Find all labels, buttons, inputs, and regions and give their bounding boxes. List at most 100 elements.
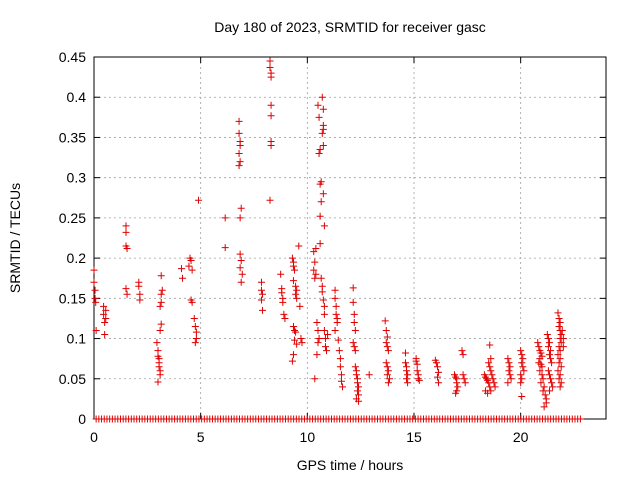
data-point [458,347,466,355]
data-point [191,339,199,347]
data-point [557,363,565,371]
data-point [545,371,553,379]
data-point [277,270,285,278]
data-point [486,363,494,371]
data-point [154,378,162,386]
data-point [298,339,306,347]
data-point [320,302,328,310]
data-point [221,214,229,222]
data-point [334,336,342,344]
data-point [101,331,109,339]
data-point [238,270,246,278]
data-point [122,222,130,230]
y-tick-label: 0.35 [59,129,86,145]
data-point [156,302,164,310]
data-point [235,150,243,158]
data-point [92,298,100,306]
data-point [335,347,343,355]
data-point [536,367,544,375]
data-point [318,288,326,296]
data-point [351,363,359,371]
data-point [319,296,327,304]
data-point [487,355,495,363]
data-point [293,294,301,302]
data-point [453,379,461,387]
data-point [535,343,543,351]
data-point [318,129,326,137]
data-point [187,257,195,265]
data-point [314,339,322,347]
data-point [435,379,443,387]
data-point [289,277,297,285]
data-point [549,383,557,391]
data-point [92,327,100,335]
data-point [333,318,341,326]
data-point [319,125,327,133]
data-point [540,403,548,411]
data-point [536,355,544,363]
data-point [323,347,331,355]
data-point [548,359,556,367]
data-point [403,375,411,383]
data-point [382,339,390,347]
data-point [312,270,320,278]
y-tick-label: 0.45 [59,49,86,65]
data-point [136,296,144,304]
data-point [316,240,324,248]
data-point [504,379,512,387]
data-point [336,355,344,363]
data-point [459,351,467,359]
data-point [554,351,562,359]
data-point [195,196,203,204]
data-point [350,343,358,351]
data-point [413,367,421,375]
data-point [383,363,391,371]
data-point [311,274,319,282]
data-point [289,262,297,270]
data-point [547,347,555,355]
data-point [381,317,389,325]
data-point [547,355,555,363]
data-point [517,371,525,379]
data-points [90,57,584,423]
x-tick-label: 5 [197,429,205,445]
data-point [559,335,567,343]
x-tick-label: 15 [406,429,422,445]
data-point [102,306,110,314]
data-point [350,310,358,318]
data-point [315,113,323,121]
data-point [355,391,363,399]
data-point [547,375,555,383]
data-point [504,355,512,363]
data-point [292,328,300,336]
data-point [487,387,495,395]
data-point [267,73,275,81]
data-point [485,359,493,367]
data-point [319,105,327,113]
data-point [382,359,390,367]
data-point [291,266,299,274]
data-point [541,391,549,399]
x-tick-label: 10 [300,429,316,445]
data-point [289,351,297,359]
data-point [403,367,411,375]
data-point [257,296,265,304]
data-point [331,286,339,294]
data-point [519,363,527,371]
data-point [192,328,200,336]
data-point [557,331,565,339]
data-point [320,310,328,318]
data-point [316,212,324,220]
data-point [289,322,297,330]
data-point [355,383,363,391]
data-point [404,379,412,387]
data-point [454,383,462,391]
data-point [518,351,526,359]
data-point [314,327,322,335]
data-point [185,262,193,270]
data-point [156,371,164,379]
data-point [412,357,420,365]
data-point [384,367,392,375]
data-point [235,129,243,137]
data-point [460,375,468,383]
